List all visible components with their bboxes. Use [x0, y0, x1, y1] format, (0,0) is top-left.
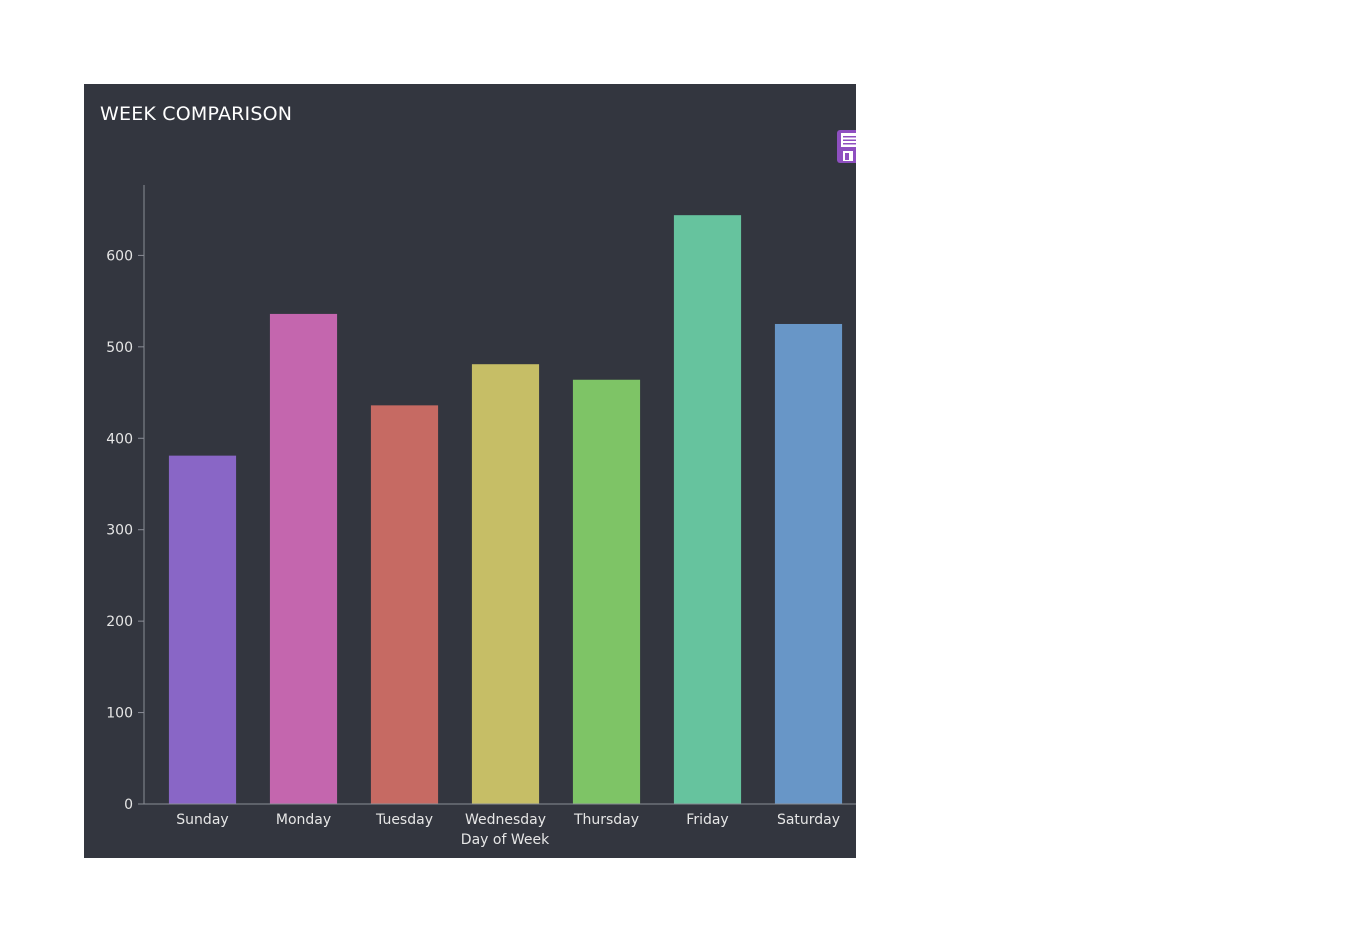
x-tick-label: Sunday — [176, 812, 228, 828]
y-tick: 100 — [106, 706, 144, 722]
y-tick: 200 — [106, 614, 144, 630]
y-tick-label: 300 — [106, 523, 133, 539]
bars — [168, 215, 843, 804]
bar-chart: 0 100 200 300 400 500 600 Sunday Monday Tuesday W… — [106, 185, 856, 848]
bar-tuesday[interactable] — [370, 405, 439, 804]
y-tick-label: 600 — [106, 248, 133, 264]
chart-title: WEEK COMPARISON — [100, 103, 293, 125]
y-tick-label: 500 — [106, 340, 133, 356]
bar-wednesday[interactable] — [471, 364, 540, 804]
x-tick-label: Saturday — [777, 812, 840, 828]
x-tick-label: Wednesday — [465, 812, 546, 828]
x-tick-label: Thursday — [573, 812, 639, 828]
y-tick: 300 — [106, 523, 144, 539]
bar-sunday[interactable] — [168, 455, 237, 804]
y-tick-label: 100 — [106, 706, 133, 722]
x-tick-label: Tuesday — [375, 812, 433, 828]
y-tick-label: 200 — [106, 614, 133, 630]
save-icon[interactable] — [837, 130, 856, 163]
bar-thursday[interactable] — [572, 379, 641, 804]
y-tick: 400 — [106, 431, 144, 447]
bar-monday[interactable] — [269, 313, 338, 804]
bar-friday[interactable] — [673, 215, 742, 804]
bar-saturday[interactable] — [774, 323, 843, 804]
y-tick-label: 400 — [106, 431, 133, 447]
chart-panel: WEEK COMPARISON 0 100 200 300 400 500 600 Sund… — [84, 84, 856, 858]
y-axis: 0 100 200 300 400 500 600 — [106, 185, 145, 813]
y-tick: 500 — [106, 340, 144, 356]
x-tick-label: Monday — [276, 812, 331, 828]
x-tick-label: Friday — [686, 812, 728, 828]
x-axis: Sunday Monday Tuesday Wednesday Thursday Frid… — [144, 803, 856, 828]
y-tick: 0 — [124, 797, 144, 813]
y-tick: 600 — [106, 248, 144, 264]
y-tick-label: 0 — [124, 797, 133, 813]
x-axis-title: Day of Week — [461, 832, 550, 848]
